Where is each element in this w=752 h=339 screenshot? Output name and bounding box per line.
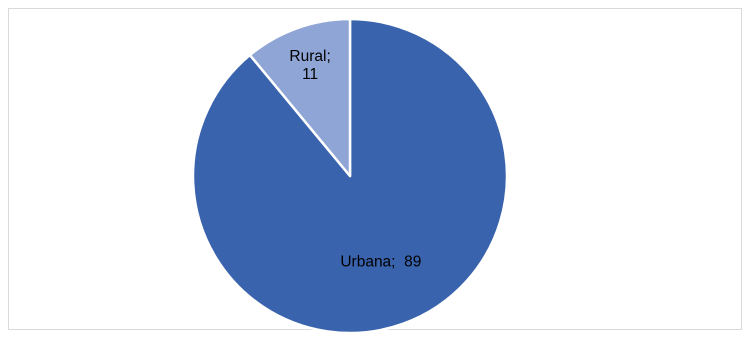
data-label-rural: Rural; 11 — [289, 48, 330, 83]
pie-slice-rural — [248, 17, 352, 178]
data-label-line: Rural; — [289, 48, 330, 65]
data-label-urbana: Urbana; 89 — [340, 254, 421, 271]
data-label-line: 11 — [302, 66, 318, 83]
data-label-line: Urbana; 89 — [340, 254, 421, 271]
